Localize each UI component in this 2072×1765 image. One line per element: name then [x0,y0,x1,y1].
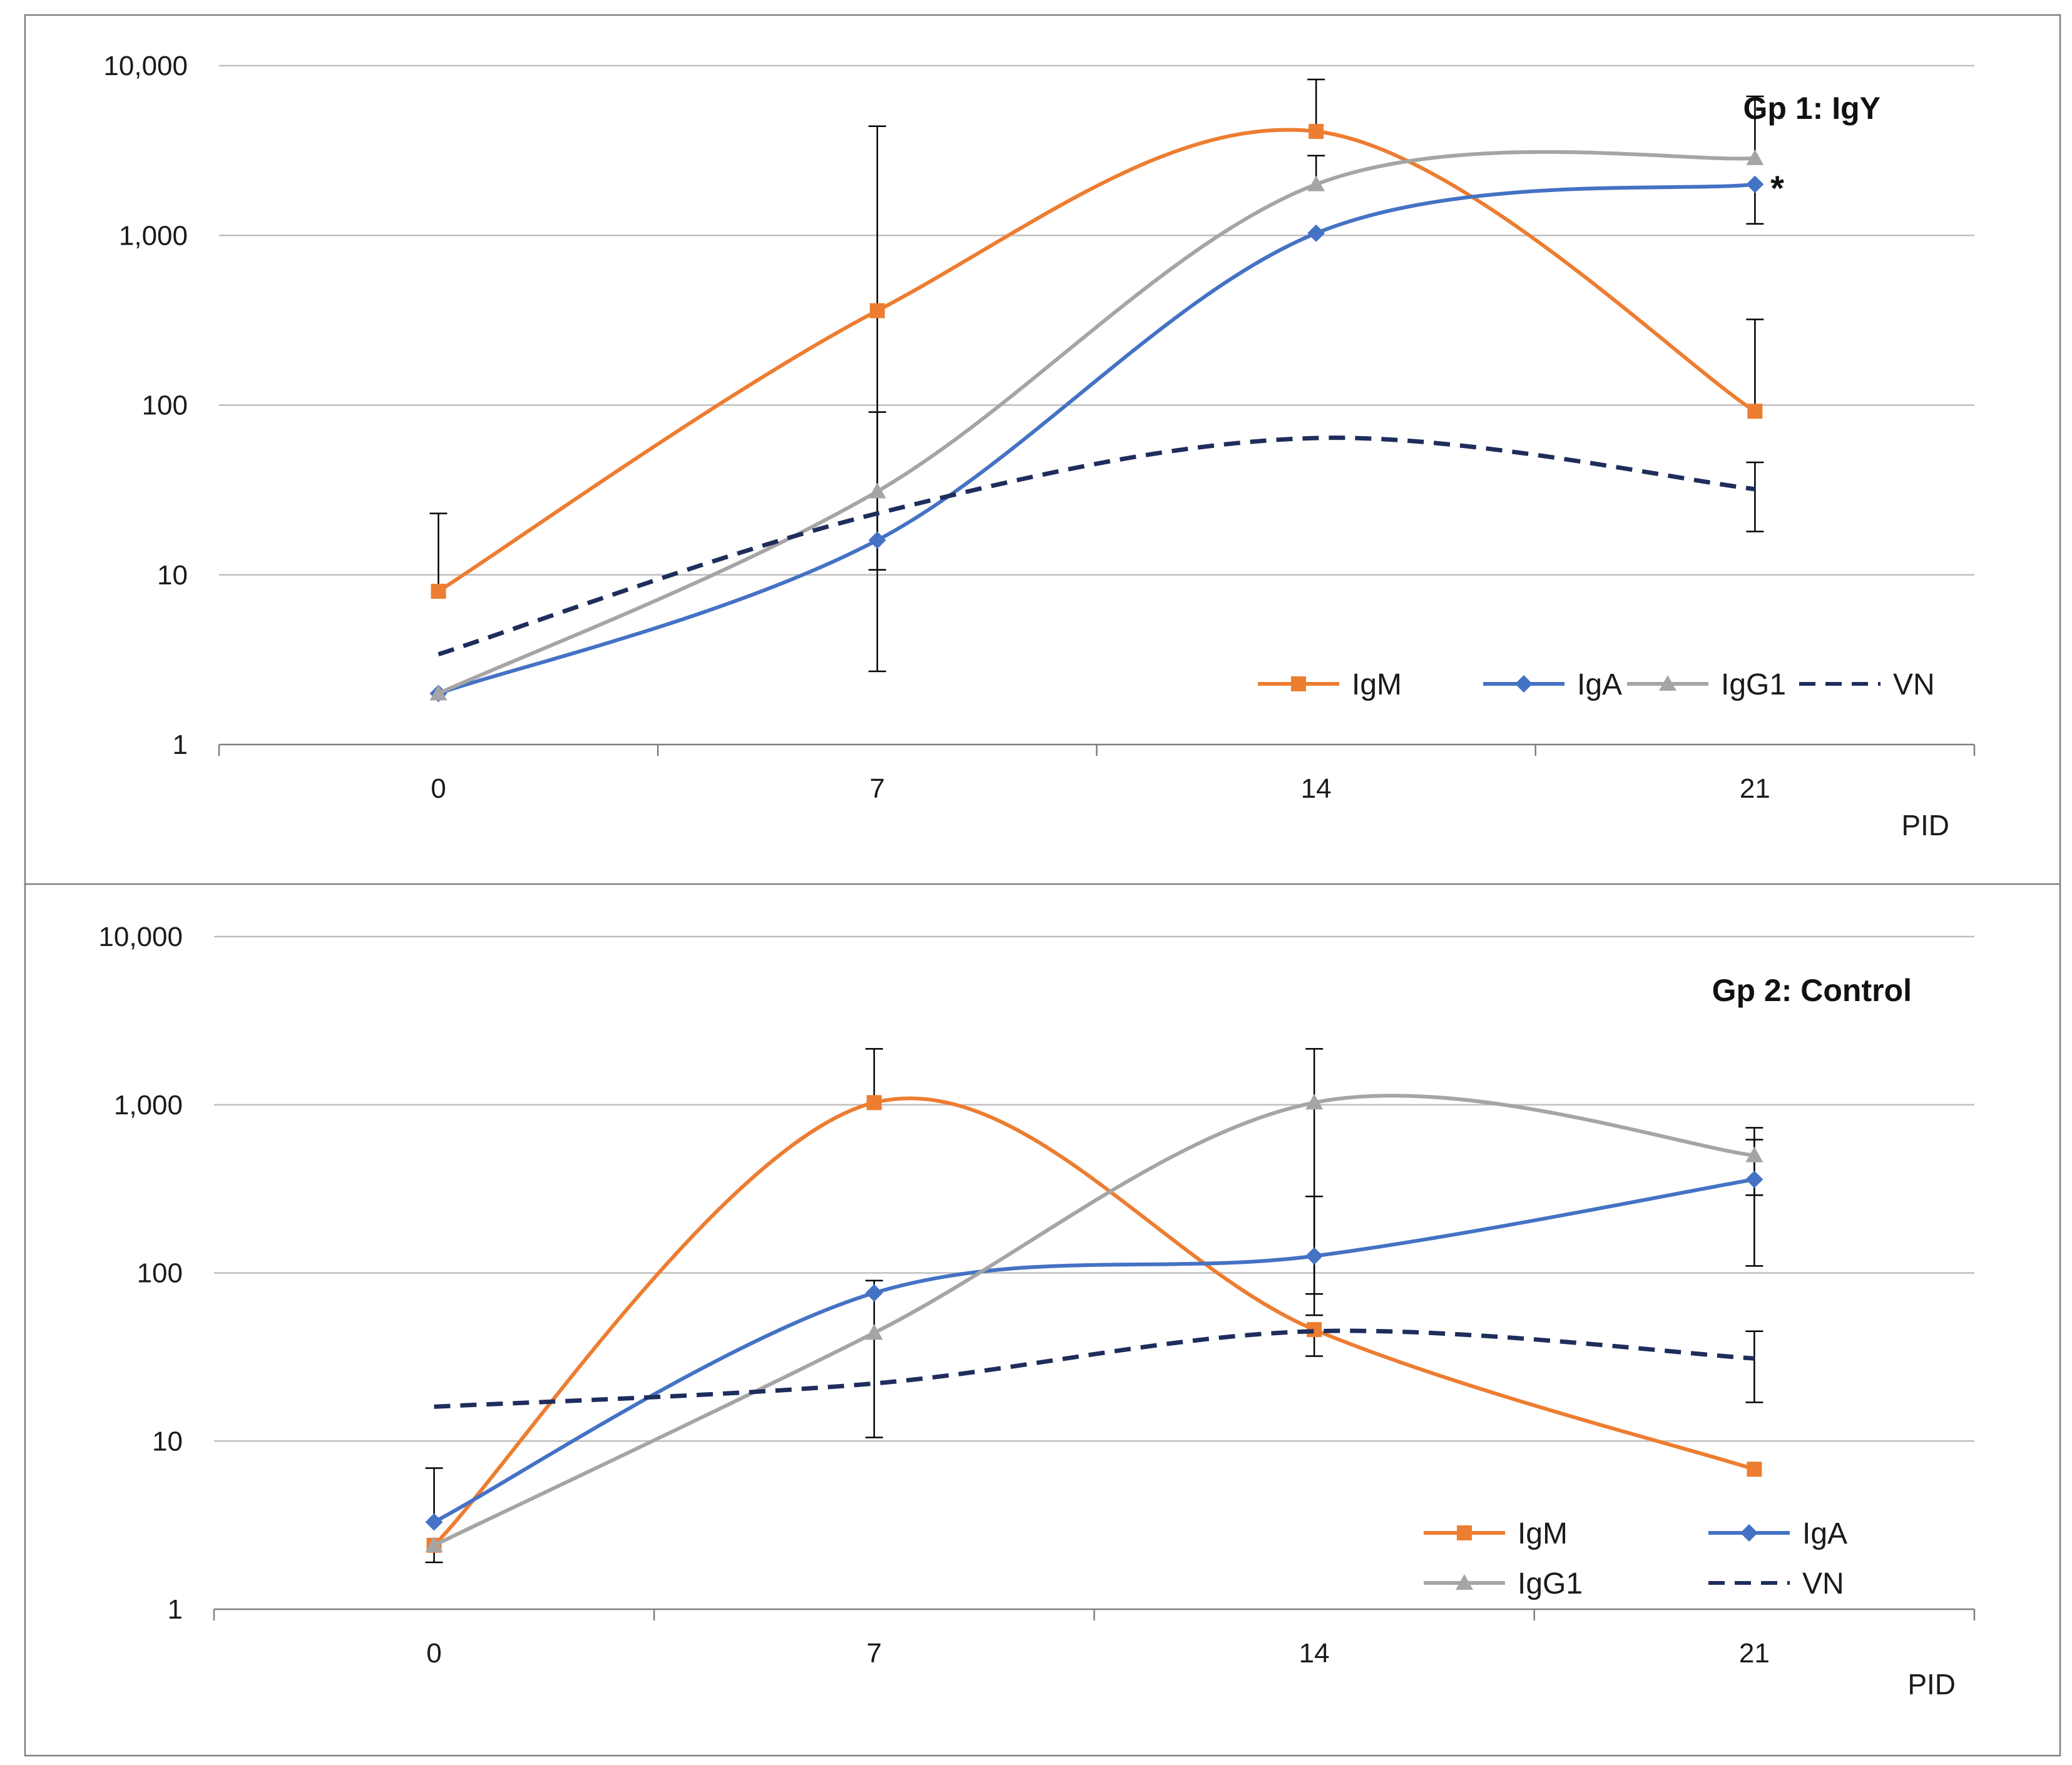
chart-title: Gp 1: IgY [1743,91,1881,126]
legend-label-igm: IgM [1518,1517,1568,1550]
data-point-iga [1305,1247,1324,1265]
y-tick-label: 1 [173,730,188,760]
series-line-igg1 [437,150,1755,696]
significance-annotation: * [1770,168,1784,208]
y-tick-label: 1 [168,1594,183,1625]
data-point-iga [1745,1170,1763,1188]
data-point-igm [431,584,446,599]
x-axis-label: PID [1907,1668,1956,1701]
y-tick-label: 100 [142,390,188,421]
data-point-igm [1747,404,1763,419]
x-tick-label: 21 [1739,1638,1770,1669]
data-point-igg1 [429,684,447,701]
x-tick-label: 7 [870,773,885,804]
series-line-vn [434,1328,1755,1409]
legend-label-vn: VN [1802,1567,1844,1600]
x-tick-label: 0 [431,773,446,804]
y-tick-label: 10,000 [98,922,183,952]
y-tick-label: 10,000 [103,51,188,81]
data-point-igg1 [865,1324,883,1340]
legend-label-iga: IgA [1802,1517,1847,1550]
y-tick-label: 10 [152,1426,183,1457]
series-line-iga [437,182,1755,696]
data-point-igm [866,1095,882,1111]
x-axis-label: PID [1901,809,1949,842]
y-tick-label: 100 [137,1258,183,1289]
series-line-igm [432,1096,1755,1547]
data-point-iga [1746,175,1764,193]
data-point-igg1 [1307,175,1325,191]
legend-marker-iga [1515,675,1533,693]
x-tick-label: 14 [1301,773,1332,804]
data-point-iga [425,1513,443,1531]
y-tick-label: 1,000 [119,220,188,251]
legend-label-igm: IgM [1352,668,1402,701]
x-tick-label: 0 [426,1638,441,1669]
legend-marker-iga [1740,1524,1758,1542]
series-line-igg1 [433,1094,1755,1547]
legend-marker-igm [1291,676,1306,691]
x-tick-label: 14 [1299,1638,1330,1669]
legend-label-vn: VN [1893,668,1935,701]
legend-marker-igm [1457,1525,1472,1540]
legend-marker-igg1 [1659,675,1676,691]
panel-frame [24,883,2061,1757]
data-point-iga [865,1284,883,1302]
data-point-iga [868,531,886,549]
data-point-igg1 [425,1536,443,1552]
y-tick-label: 10 [157,560,188,591]
data-point-igg1 [1746,149,1764,165]
series-line-vn [437,435,1755,657]
y-tick-label: 1,000 [114,1090,183,1121]
x-tick-label: 21 [1740,773,1770,804]
panel-gp2-control: 1 10 100 1,000 10,000 0 7 14 21 Gp 2: Control PID I… [24,883,2061,1757]
data-point-igm [869,303,885,318]
legend-label-iga: IgA [1577,668,1622,701]
data-point-igm [1747,1462,1762,1477]
series-line-iga [433,1178,1755,1524]
panel-gp1-igy: 1 10 100 1,000 10,000 0 7 14 21 Gp 1: IgY PID * IgM I… [24,14,2061,887]
legend-marker-igg1 [1456,1574,1473,1590]
series-line-igm [437,128,1756,593]
data-point-igg1 [1305,1094,1324,1110]
legend-label-igg1: IgG1 [1721,668,1786,701]
data-point-iga [1307,224,1325,242]
data-point-igg1 [868,482,886,499]
x-tick-label: 7 [867,1638,882,1669]
data-point-igm [1309,124,1324,140]
data-point-igg1 [1745,1146,1763,1162]
chart-title: Gp 2: Control [1712,973,1912,1008]
legend-label-igg1: IgG1 [1518,1567,1583,1600]
